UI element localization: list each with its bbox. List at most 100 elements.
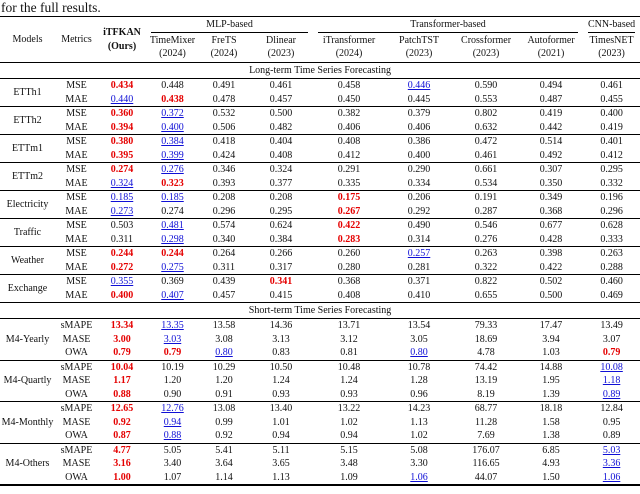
value-cell: 0.266 bbox=[249, 246, 314, 261]
section-title: Short-term Time Series Forecasting bbox=[0, 302, 640, 319]
dataset-label: ETTm2 bbox=[0, 162, 55, 191]
value-cell: 0.379 bbox=[385, 106, 454, 121]
table-row: MASE 0.92 0.94 0.99 1.01 1.02 1.13 11.28 1.58 0.9… bbox=[0, 416, 640, 430]
value-cell: 0.81 bbox=[340, 347, 358, 358]
metric-label: sMAPE bbox=[55, 359, 98, 374]
ours-model-name: iTFKAN bbox=[103, 27, 141, 38]
table-row: M4-Yearly sMAPE 13.34 13.35 13.58 14.36 13.71 1… bbox=[0, 318, 640, 360]
column-header-crossformer: Crossformer (2023) bbox=[453, 33, 520, 63]
table-row: ETTm2 MSE 0.274 0.276 0.346 0.324 0.291 0.290 0.… bbox=[0, 162, 640, 191]
value-cell: 0.260 bbox=[313, 246, 386, 261]
table-row: MAE 0.324 0.323 0.393 0.377 0.335 0.334 0.534 0.… bbox=[0, 177, 640, 191]
value-cell: 0.208 bbox=[199, 190, 249, 205]
value-cell: 0.380 bbox=[98, 134, 146, 149]
value-cell: 0.295 bbox=[583, 162, 640, 177]
value-cell: 0.263 bbox=[583, 246, 640, 261]
table-row: Electricity MSE 0.185 0.185 0.208 0.208 0.175 0… bbox=[0, 190, 640, 219]
table-body: Long-term Time Series Forecasting ETTh1 MS… bbox=[0, 62, 640, 485]
value-cell: 1.24 bbox=[340, 375, 358, 386]
value-cell: 0.395 bbox=[110, 149, 134, 161]
value-cell: 0.482 bbox=[269, 121, 293, 133]
metric-label: MSE bbox=[55, 246, 98, 261]
table-row: MAE 0.440 0.438 0.478 0.457 0.450 0.445 0.553 0.… bbox=[0, 93, 640, 107]
metric-label: sMAPE bbox=[55, 401, 98, 416]
value-cell: 3.05 bbox=[410, 333, 428, 345]
column-header-timemixer: TimeMixer (2024) bbox=[146, 33, 199, 63]
value-cell: 0.335 bbox=[337, 177, 361, 189]
model-names-row: TimeMixer (2024) FreTS (2024) Dlinear (2023… bbox=[0, 33, 640, 63]
table-row: MASE 3.16 3.40 3.64 3.65 3.48 3.30 116.65 4.93 3.… bbox=[0, 457, 640, 471]
value-cell: 0.94 bbox=[340, 430, 358, 441]
table-row: MAE 0.400 0.407 0.457 0.415 0.408 0.410 0.655 0.… bbox=[0, 289, 640, 303]
value-cell: 0.341 bbox=[249, 274, 314, 289]
value-cell: 0.332 bbox=[600, 177, 623, 189]
value-cell: 1.17 bbox=[113, 375, 131, 386]
model-name: FreTS bbox=[211, 35, 237, 46]
dataset-label: M4-Quartly bbox=[0, 359, 55, 402]
value-cell: 0.185 bbox=[98, 190, 146, 205]
table-row: OWA 0.87 0.88 0.92 0.94 0.94 1.02 7.69 1.38 0.89 bbox=[0, 429, 640, 443]
value-cell: 0.275 bbox=[161, 261, 184, 273]
metric-label: MAE bbox=[65, 177, 88, 189]
value-cell: 0.276 bbox=[474, 233, 498, 245]
value-cell: 0.79 bbox=[602, 347, 621, 358]
value-cell: 0.288 bbox=[600, 261, 623, 273]
value-cell: 0.439 bbox=[199, 274, 249, 289]
value-cell: 0.534 bbox=[474, 177, 498, 189]
value-cell: 0.349 bbox=[519, 190, 584, 205]
value-cell: 4.78 bbox=[477, 347, 495, 358]
value-cell: 5.11 bbox=[249, 442, 314, 457]
model-name: Crossformer bbox=[461, 35, 512, 46]
dataset-label: ETTh2 bbox=[0, 106, 55, 135]
model-name: iTransformer bbox=[322, 35, 376, 46]
value-cell: 0.244 bbox=[98, 246, 146, 261]
value-cell: 1.07 bbox=[163, 471, 182, 483]
value-cell: 1.28 bbox=[410, 375, 428, 386]
value-cell: 0.448 bbox=[146, 78, 199, 93]
value-cell: 0.208 bbox=[249, 190, 314, 205]
model-year: (2023) bbox=[267, 47, 295, 59]
value-cell: 44.07 bbox=[474, 471, 498, 483]
value-cell: 1.14 bbox=[215, 471, 233, 483]
value-cell: 1.20 bbox=[215, 375, 233, 386]
value-cell: 0.400 bbox=[110, 289, 134, 301]
value-cell: 0.400 bbox=[583, 106, 640, 121]
metric-label: MSE bbox=[55, 134, 98, 149]
table-row: ETTh1 MSE 0.434 0.448 0.491 0.461 0.458 0.446 0.… bbox=[0, 78, 640, 107]
value-cell: 3.12 bbox=[340, 333, 358, 345]
value-cell: 0.99 bbox=[215, 416, 233, 428]
value-cell: 0.276 bbox=[146, 162, 199, 177]
metric-label: MASE bbox=[62, 416, 91, 428]
value-cell: 0.322 bbox=[474, 261, 498, 273]
value-cell: 0.494 bbox=[519, 78, 584, 93]
column-header-timesnet: TimesNET (2023) bbox=[583, 33, 640, 63]
value-cell: 3.00 bbox=[113, 333, 131, 345]
value-cell: 0.399 bbox=[161, 149, 184, 161]
value-cell: 68.77 bbox=[453, 401, 520, 416]
metric-label: MSE bbox=[55, 274, 98, 289]
table-row: Weather MSE 0.244 0.244 0.264 0.266 0.260 0.257… bbox=[0, 246, 640, 275]
value-cell: 0.419 bbox=[519, 106, 584, 121]
value-cell: 0.323 bbox=[161, 177, 184, 189]
value-cell: 13.58 bbox=[199, 318, 249, 333]
value-cell: 10.50 bbox=[249, 359, 314, 374]
value-cell: 13.08 bbox=[199, 401, 249, 416]
value-cell: 10.08 bbox=[583, 359, 640, 374]
value-cell: 0.287 bbox=[474, 205, 498, 217]
value-cell: 0.655 bbox=[474, 289, 498, 301]
value-cell: 0.461 bbox=[249, 78, 314, 93]
value-cell: 0.460 bbox=[583, 274, 640, 289]
value-cell: 0.802 bbox=[453, 106, 520, 121]
model-name: Autoformer bbox=[527, 35, 575, 46]
value-cell: 1.06 bbox=[602, 471, 621, 483]
value-cell: 3.13 bbox=[272, 333, 290, 345]
value-cell: 0.457 bbox=[269, 93, 293, 105]
value-cell: 1.09 bbox=[340, 471, 358, 483]
value-cell: 1.00 bbox=[113, 471, 131, 483]
value-cell: 1.38 bbox=[542, 430, 560, 441]
value-cell: 0.469 bbox=[600, 289, 623, 301]
table-row: MAE 0.395 0.399 0.424 0.408 0.412 0.400 0.461 0.… bbox=[0, 149, 640, 163]
model-name: Dlinear bbox=[266, 35, 297, 46]
value-cell: 0.93 bbox=[272, 388, 290, 400]
model-year: (2023) bbox=[405, 47, 433, 59]
